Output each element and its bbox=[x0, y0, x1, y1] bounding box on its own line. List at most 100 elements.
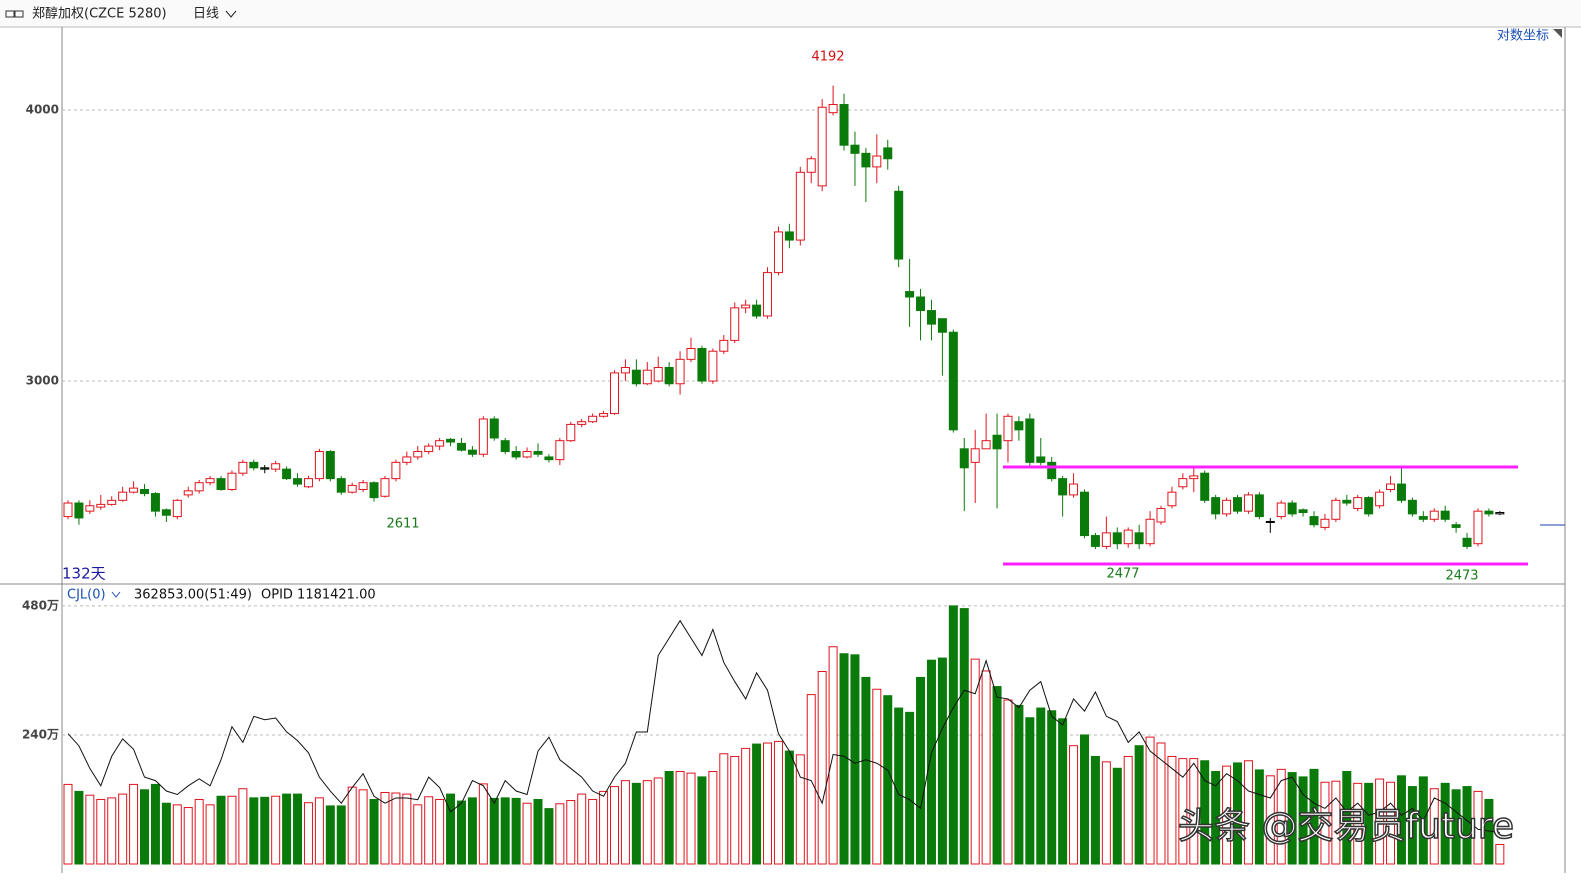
volume-bar bbox=[1178, 758, 1188, 865]
volume-bar bbox=[1375, 778, 1385, 865]
volume-bar bbox=[1134, 745, 1144, 865]
volume-bar bbox=[1058, 718, 1068, 865]
candle-body bbox=[850, 144, 860, 154]
volume-bar bbox=[1265, 775, 1275, 865]
volume-bar bbox=[522, 802, 532, 865]
volume-bar bbox=[894, 707, 904, 865]
volume-bar bbox=[205, 804, 215, 865]
volume-bar bbox=[1079, 734, 1089, 865]
candle-body bbox=[631, 369, 641, 385]
volume-bar bbox=[260, 796, 270, 865]
volume-bar bbox=[1473, 790, 1483, 865]
candle-body bbox=[1331, 499, 1341, 520]
y-tick-label: 240万 bbox=[22, 727, 59, 741]
candle-body bbox=[1407, 499, 1417, 515]
candle-body bbox=[85, 505, 95, 512]
candle-body bbox=[773, 231, 783, 274]
volume-bar bbox=[161, 802, 171, 865]
volume-bar bbox=[435, 798, 445, 865]
volume-bar bbox=[118, 793, 128, 865]
candle-body bbox=[555, 440, 565, 461]
candle-body bbox=[1123, 529, 1133, 545]
volume-bar bbox=[249, 797, 259, 865]
candle-body bbox=[533, 451, 543, 455]
volume-bar bbox=[1495, 843, 1505, 865]
candle-body bbox=[325, 451, 335, 480]
candle-body bbox=[1364, 497, 1374, 515]
candle-body bbox=[1145, 518, 1155, 545]
volume-bar bbox=[1211, 771, 1221, 865]
volume-bar bbox=[1123, 755, 1133, 865]
volume-bar bbox=[1025, 717, 1035, 865]
volume-bar bbox=[1112, 767, 1122, 865]
y-tick-label: 3000 bbox=[26, 374, 59, 388]
volume-bar bbox=[784, 750, 794, 865]
volume-bar bbox=[380, 791, 390, 865]
y-tick-label: 480万 bbox=[22, 598, 59, 612]
volume-bar bbox=[358, 789, 368, 865]
candle-body bbox=[1473, 510, 1483, 545]
volume-bar bbox=[697, 776, 707, 865]
volume-bar bbox=[1189, 758, 1199, 865]
candle-body bbox=[336, 478, 346, 493]
candle-body bbox=[664, 366, 674, 385]
volume-bar bbox=[741, 747, 751, 865]
candle-body bbox=[1265, 520, 1275, 523]
volume-bar bbox=[96, 798, 106, 865]
volume-bar bbox=[129, 783, 139, 865]
candle-body bbox=[118, 491, 128, 501]
candle-body bbox=[1353, 497, 1363, 509]
candle-body bbox=[1112, 532, 1122, 545]
candle-body bbox=[588, 415, 598, 423]
watermark: 头条 @交易员future bbox=[1178, 806, 1514, 847]
candle-body bbox=[1396, 483, 1406, 501]
candle-body bbox=[817, 106, 827, 187]
volume-bar bbox=[1145, 736, 1155, 865]
candle-body bbox=[1386, 483, 1396, 490]
period[interactable]: 日线 bbox=[193, 7, 219, 22]
volume-bar bbox=[850, 654, 860, 865]
volume-bar bbox=[577, 793, 587, 865]
candle-body bbox=[1495, 512, 1505, 515]
volume-bar bbox=[172, 804, 182, 865]
candle-body bbox=[1058, 478, 1068, 496]
candle-body bbox=[839, 104, 849, 146]
candle-body bbox=[599, 413, 609, 417]
candle-body bbox=[161, 509, 171, 516]
candle-body bbox=[828, 104, 838, 114]
volume-bar bbox=[63, 783, 73, 865]
link-icon bbox=[5, 10, 15, 18]
volume-bar bbox=[1254, 769, 1264, 865]
log-toggle[interactable]: 对数坐标 bbox=[1497, 29, 1549, 44]
volume-bar bbox=[1353, 782, 1363, 865]
candle-body bbox=[96, 503, 106, 508]
candle-body bbox=[1003, 415, 1013, 442]
symbol: 郑醇加权(CZCE 5280) bbox=[32, 6, 167, 22]
volume-bar bbox=[708, 771, 718, 865]
candle-body bbox=[282, 468, 292, 480]
volume-bar bbox=[336, 805, 346, 865]
candle-body bbox=[675, 358, 685, 385]
volume-bar bbox=[1222, 765, 1232, 865]
candle-body bbox=[697, 348, 707, 382]
volume-bar bbox=[489, 797, 499, 865]
volume-bar bbox=[325, 805, 335, 865]
candle-body bbox=[937, 318, 947, 333]
indicator-name[interactable]: CJL(0) bbox=[67, 588, 106, 603]
candle-body bbox=[1418, 516, 1428, 520]
candle-body bbox=[1090, 535, 1100, 547]
candle-body bbox=[708, 350, 718, 382]
volume-bar bbox=[686, 772, 696, 865]
candle-body bbox=[719, 339, 729, 352]
candle-body bbox=[1254, 494, 1264, 518]
candle-body bbox=[303, 478, 313, 488]
candle-body bbox=[642, 369, 652, 385]
candle-body bbox=[1429, 510, 1439, 520]
candle-body bbox=[1440, 510, 1450, 520]
volume-bar bbox=[839, 653, 849, 865]
candle-body bbox=[1134, 532, 1144, 545]
candle-body bbox=[1189, 475, 1199, 480]
toolbar bbox=[0, 0, 1581, 27]
